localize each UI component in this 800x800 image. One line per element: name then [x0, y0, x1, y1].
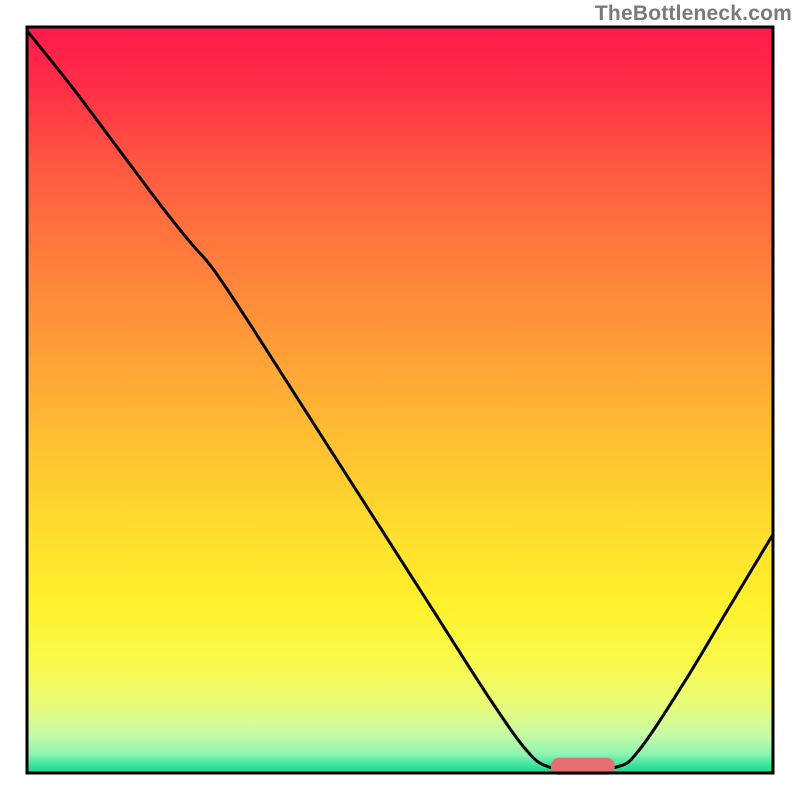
bottleneck-curve-chart — [0, 0, 800, 800]
chart-container: { "watermark": { "text": "TheBottleneck.… — [0, 0, 800, 800]
plot-background — [27, 27, 773, 773]
watermark-text: TheBottleneck.com — [595, 2, 792, 26]
